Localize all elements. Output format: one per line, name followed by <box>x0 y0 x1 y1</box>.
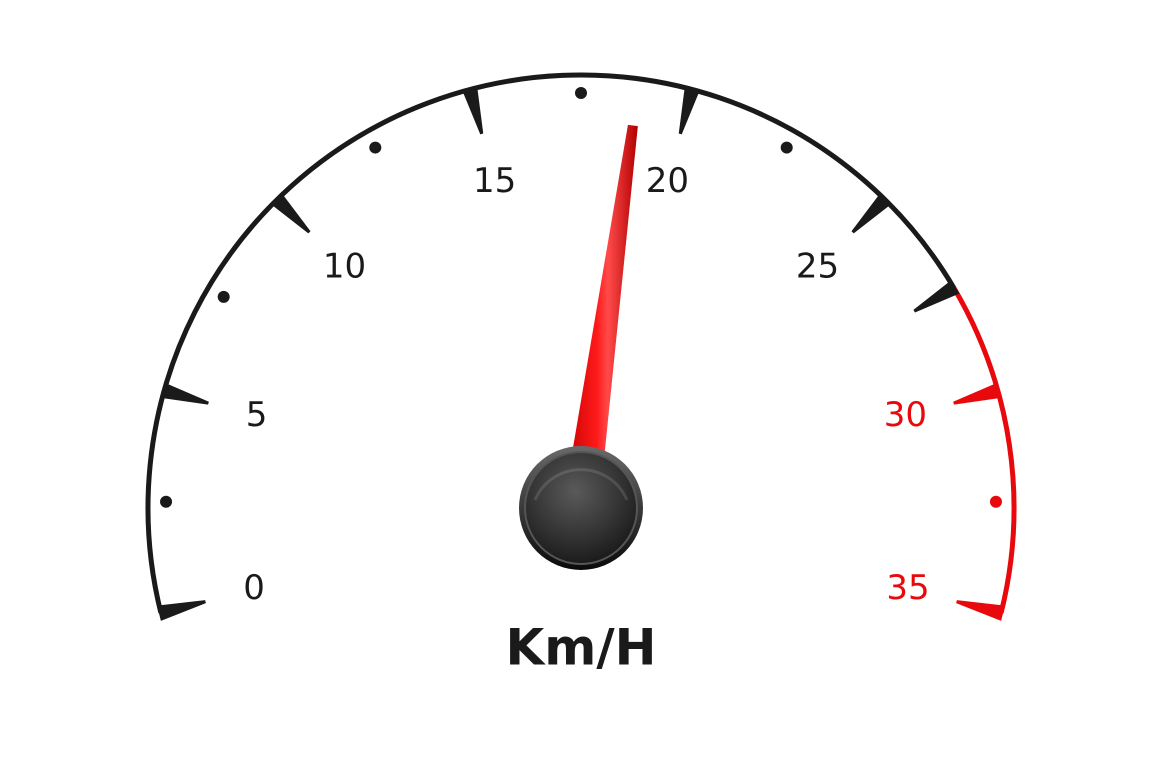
major-tick <box>956 600 1005 621</box>
major-tick <box>851 192 892 234</box>
major-tick <box>953 382 1002 405</box>
gauge-scale <box>145 72 1017 621</box>
unit-label: Km/H <box>506 619 657 677</box>
hub-highlight <box>533 468 629 501</box>
gauge-needle <box>563 124 638 511</box>
major-tick <box>157 600 206 621</box>
major-tick <box>160 382 209 405</box>
tick-label-5: 5 <box>246 395 268 435</box>
redline-arc <box>951 286 1017 614</box>
major-tick <box>678 85 701 135</box>
tick-label-15: 15 <box>473 161 516 201</box>
tick-label-35: 35 <box>886 568 929 608</box>
tick-label-10: 10 <box>323 246 366 286</box>
gauge-tick-labels: 0 5 10 15 20 25 30 35 <box>243 161 929 608</box>
redline-boundary-tick <box>913 280 960 313</box>
tick-label-25: 25 <box>796 246 839 286</box>
tick-label-0: 0 <box>243 568 265 608</box>
minor-tick-dot <box>575 87 587 99</box>
minor-tick-dot <box>217 290 230 303</box>
tick-label-20: 20 <box>646 161 689 201</box>
gauge-needle-group <box>519 124 643 570</box>
needle-hub <box>524 451 638 565</box>
minor-tick-dot <box>780 141 793 154</box>
major-tick <box>461 85 484 135</box>
scale-arc <box>145 72 956 614</box>
minor-tick-dot <box>369 141 382 154</box>
major-tick <box>270 192 311 234</box>
tick-label-30: 30 <box>884 395 927 435</box>
minor-tick-dot <box>160 495 173 508</box>
minor-tick-dot <box>989 495 1002 508</box>
